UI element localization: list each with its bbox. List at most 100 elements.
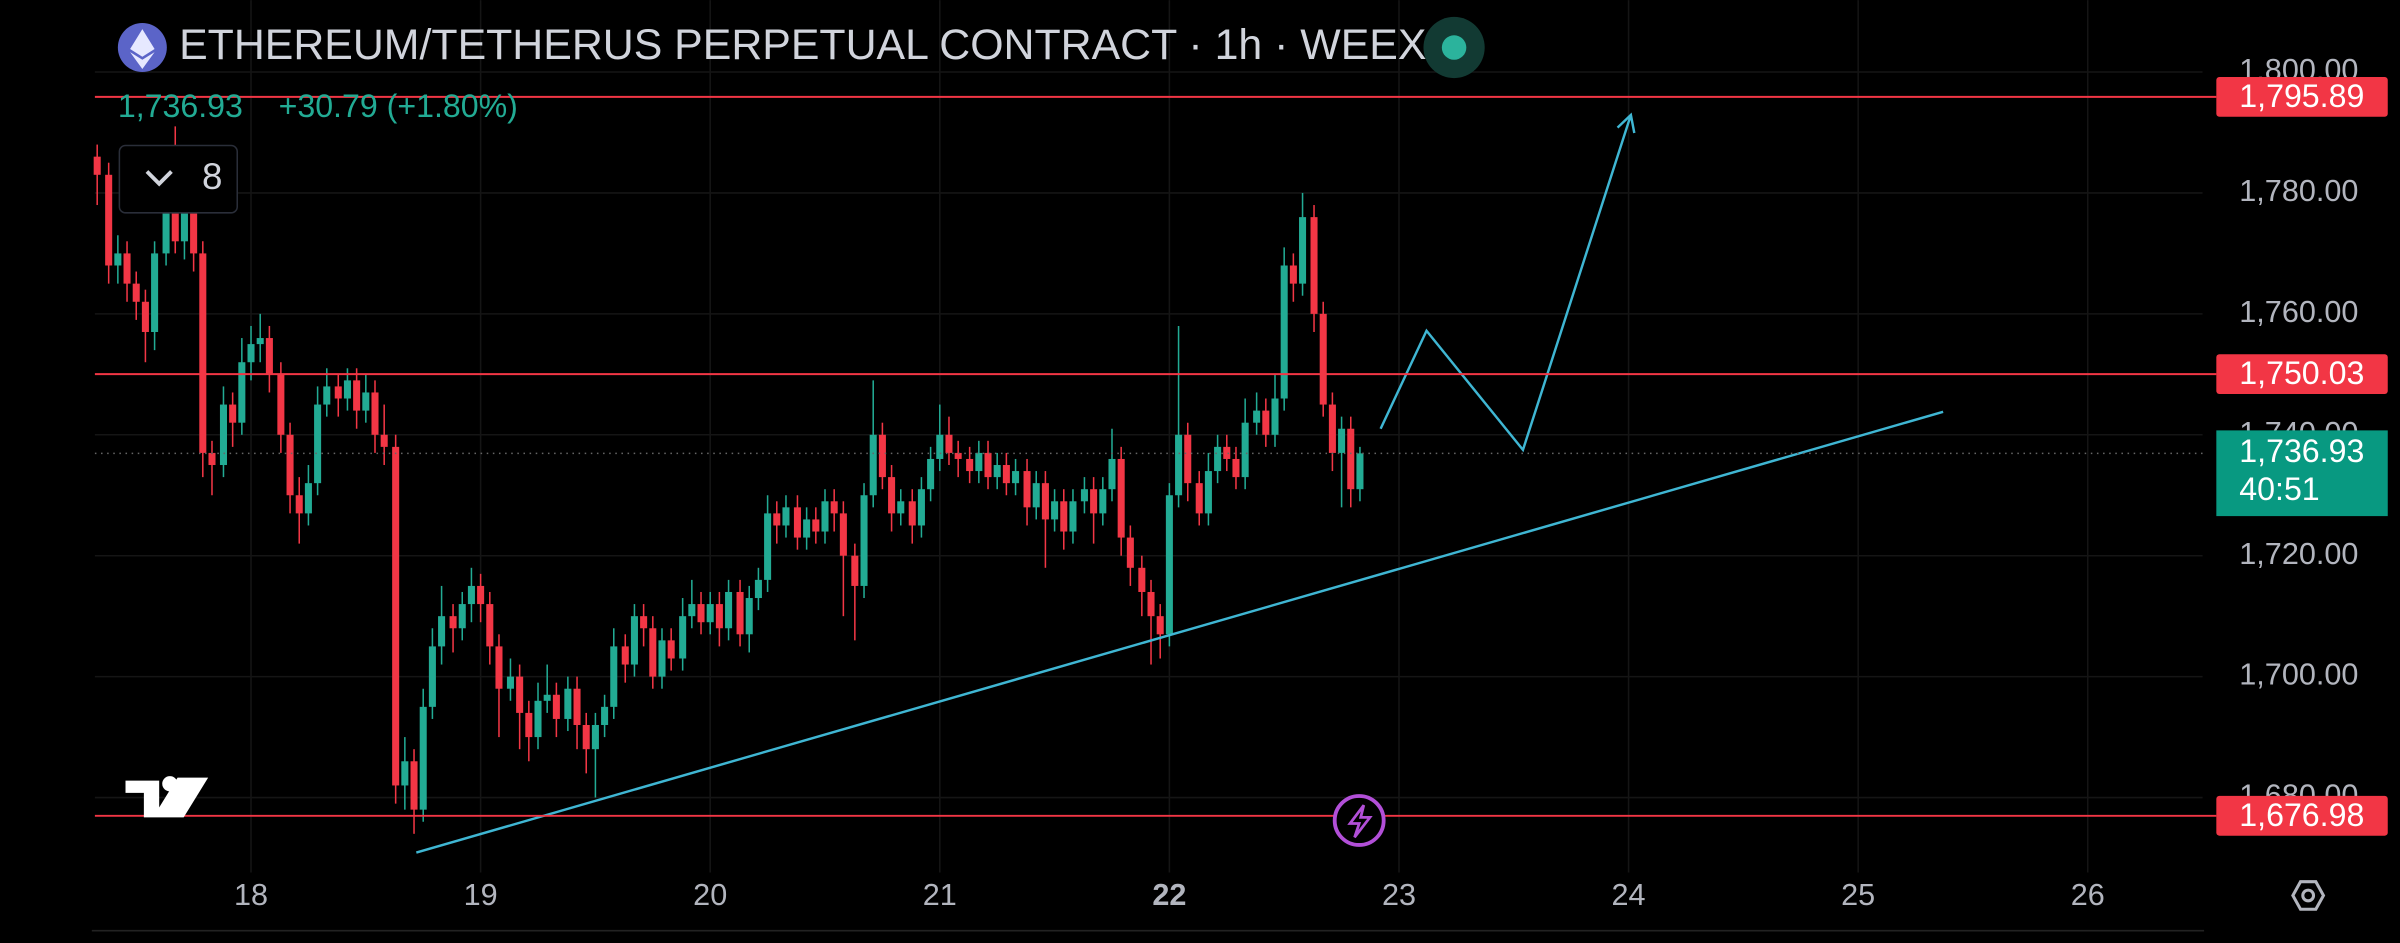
candle-body [573, 688, 581, 725]
price-tag-label: 1,750.03 [2239, 355, 2364, 391]
candle-body [1041, 483, 1049, 520]
candle-body [277, 374, 285, 435]
x-tick-label: 22 [1152, 878, 1186, 912]
events-button[interactable] [1332, 794, 1386, 847]
candle-body [419, 706, 427, 810]
logo-dot [162, 776, 178, 792]
candle-body [428, 646, 436, 707]
candle-body [265, 338, 273, 375]
candle-body [392, 446, 400, 786]
candle-body [1319, 313, 1327, 405]
candle-body [984, 452, 992, 478]
arrow-head [1616, 112, 1636, 134]
candle-body [1184, 434, 1192, 484]
candle-body [353, 380, 361, 411]
candle-body [1241, 422, 1249, 478]
events-ring[interactable] [1332, 794, 1386, 847]
candle-body [1060, 501, 1068, 532]
candle-body [1310, 217, 1318, 314]
candle-body [525, 712, 533, 738]
candle-body [1214, 446, 1222, 472]
candle-body [323, 386, 331, 405]
candle-body [190, 174, 198, 254]
x-tick-label: 20 [693, 878, 727, 912]
candle-body [954, 452, 962, 459]
price-change: +30.79 (+1.80%) [279, 88, 518, 124]
candle-body [610, 646, 618, 707]
candle-body [782, 507, 790, 526]
candle-body [878, 434, 886, 478]
candle-body [477, 585, 485, 605]
candle-body [1126, 537, 1134, 568]
trend-drawing [415, 410, 1944, 854]
menu-box[interactable] [118, 144, 239, 214]
interval-menu[interactable]: 8 [118, 144, 239, 214]
gear[interactable] [2291, 880, 2326, 911]
candle-body [516, 676, 524, 713]
gear-hub[interactable] [2301, 888, 2316, 903]
candle-body [1032, 483, 1040, 508]
candle-body [649, 628, 657, 677]
events-bolt[interactable] [1347, 804, 1373, 839]
candle-body [821, 501, 829, 532]
candle-body [286, 434, 294, 496]
candle-body [1253, 410, 1261, 423]
candle-body [229, 404, 237, 423]
candle-body [105, 174, 113, 266]
trend-drawing [1379, 114, 1633, 453]
chevron[interactable] [145, 170, 173, 187]
candle-body [966, 458, 974, 472]
candle-body [803, 519, 811, 538]
candle-body [486, 604, 494, 647]
candle-body [199, 253, 207, 453]
candle-body [1156, 616, 1164, 635]
candle-body [917, 489, 925, 526]
candle-body [304, 483, 312, 514]
price-tag [2216, 76, 2388, 117]
candle-body [773, 513, 781, 526]
coin-glyph [130, 29, 155, 69]
candle-body [697, 604, 705, 623]
candle-body [1280, 265, 1288, 399]
candle-body [1338, 428, 1346, 453]
candle-body [247, 344, 255, 363]
candle-body [1175, 434, 1183, 496]
candle-body [888, 477, 896, 514]
candle-body [706, 604, 714, 623]
candle-body [630, 616, 638, 665]
candle-body [295, 495, 303, 514]
x-tick-label: 24 [1612, 878, 1646, 912]
price-tag-label: 1,795.89 [2239, 78, 2364, 114]
candle-body [1138, 567, 1146, 592]
candle-body [1328, 404, 1336, 453]
candle-body [458, 604, 466, 629]
menu-value[interactable]: 8 [202, 156, 222, 197]
plot [93, 95, 2217, 854]
y-tick-label: 1,700.00 [2239, 658, 2358, 692]
settings-button[interactable] [2291, 880, 2326, 911]
candle-body [658, 640, 666, 677]
candle-body [1165, 495, 1173, 635]
current-price-tag [2216, 430, 2388, 517]
countdown: 40:51 [2239, 471, 2319, 507]
candle-body [715, 604, 723, 629]
candle-body [93, 156, 101, 175]
candle-body [860, 495, 868, 586]
candle-body [543, 694, 551, 701]
candle-body [371, 392, 379, 435]
candle-body [552, 694, 560, 719]
candle-body [1299, 217, 1307, 284]
candle-body [1012, 471, 1020, 484]
candle-body [314, 404, 322, 484]
x-tick-label: 21 [923, 878, 957, 912]
candle-body [362, 392, 370, 411]
candle-body [745, 598, 753, 635]
candle-body [1271, 398, 1279, 435]
candle-body [449, 616, 457, 629]
candle-body [467, 585, 475, 605]
chart-title: ETHEREUM/TETHERUS PERPETUAL CONTRACT · 1… [179, 21, 1426, 69]
candle-body [975, 452, 983, 472]
candle-body [869, 434, 877, 496]
candle-body [256, 338, 264, 345]
